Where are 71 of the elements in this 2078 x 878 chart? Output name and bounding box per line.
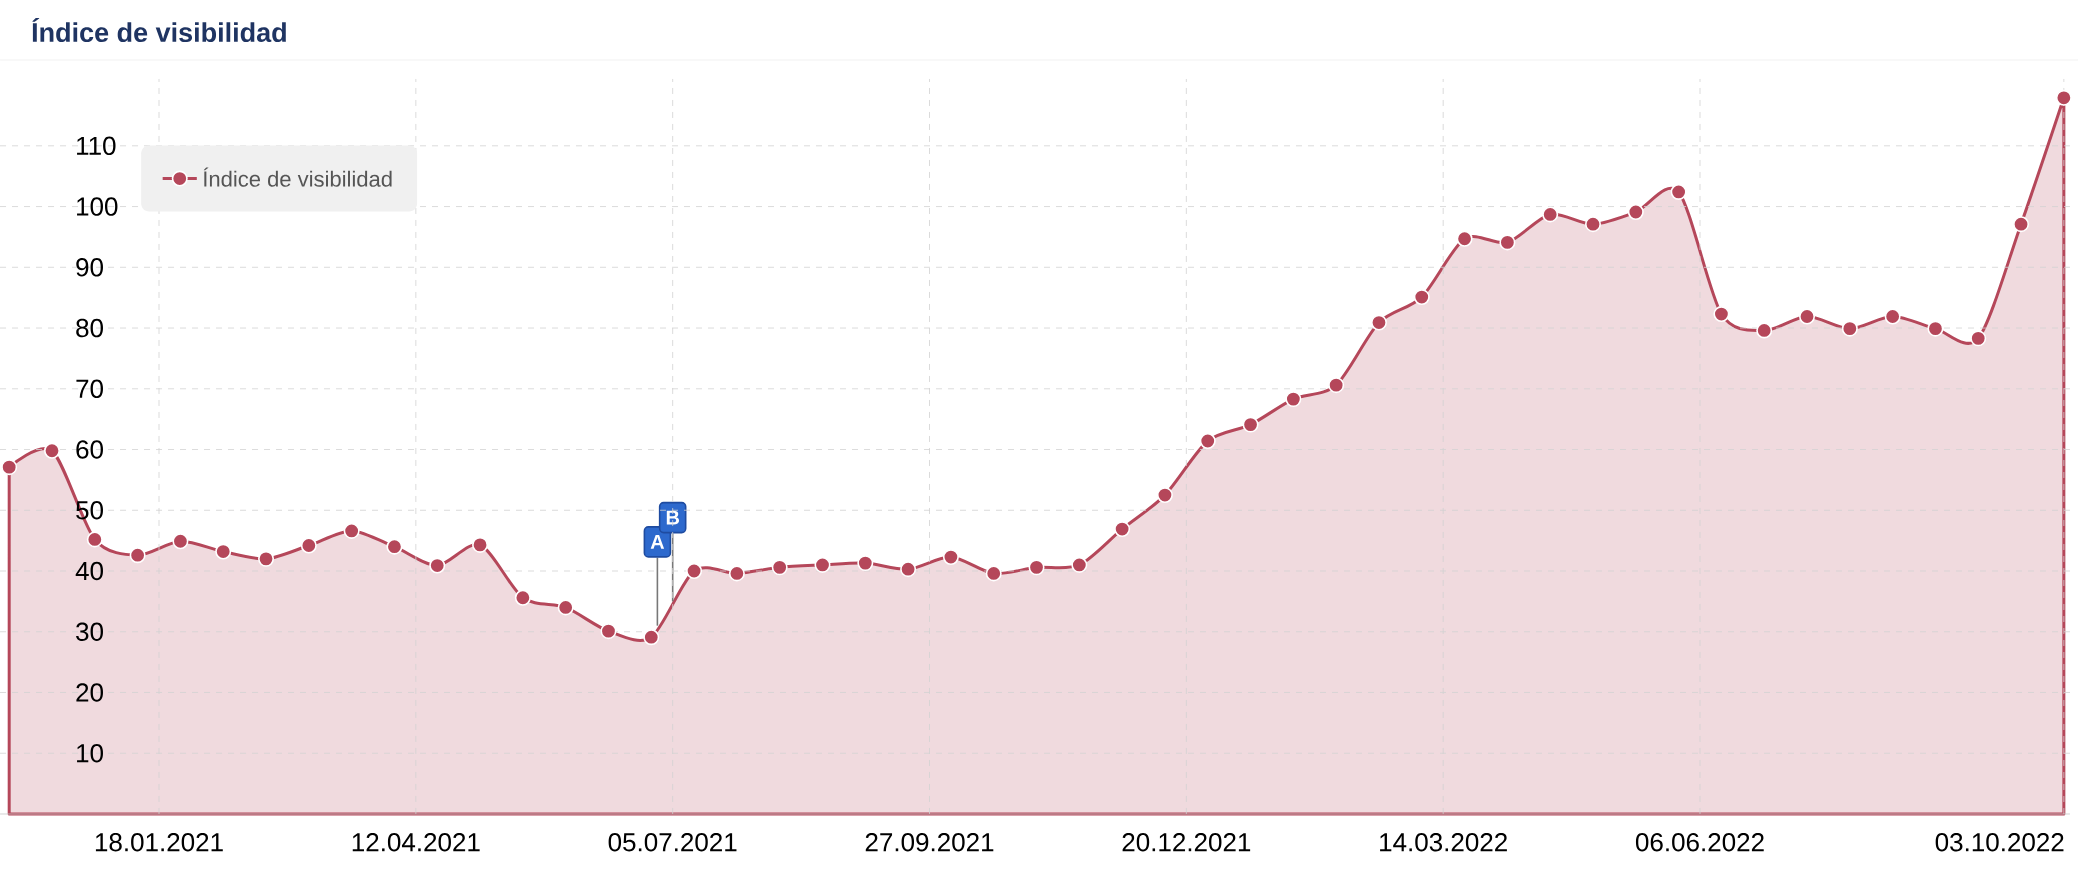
point [985,565,1002,582]
point [1242,416,1259,433]
point [429,557,446,574]
point [172,533,189,550]
y-tick-label: 90 [76,258,103,277]
legend-label: Índice de visibilidad [203,167,392,187]
point [86,531,103,548]
point [1585,216,1601,233]
point [686,563,703,580]
y-tick-label: 30 [76,622,103,641]
point [258,550,275,567]
x-tick-label: 14.03.2022 [1380,833,1507,852]
x-tick-label: 27.09.2021 [865,833,994,852]
annotation: B [666,510,680,525]
point [386,538,403,555]
point [2055,89,2072,106]
point [43,442,60,459]
x-tick-label: 20.12.2021 [1122,833,1251,852]
point [1114,521,1131,538]
point [472,536,489,553]
point [1328,377,1345,394]
point [1,459,18,476]
point [771,559,788,576]
point [942,549,959,566]
point [1413,289,1430,306]
point [1799,308,1816,325]
y-tick-label: 40 [75,561,103,581]
point [1670,183,1687,200]
y-tick-label: 110 [77,136,116,156]
point [857,555,874,572]
point [1499,234,1516,251]
point [300,537,317,554]
annotation: A [650,534,665,549]
y-tick-label: 100 [77,197,118,216]
point [1156,487,1173,504]
point [129,547,146,564]
y-tick-label: 70 [76,379,103,398]
y-tick-label: 60 [76,440,103,459]
point [1028,559,1045,576]
y-tick-label: 80 [76,318,103,338]
point [2013,216,2030,233]
point [1841,320,1858,337]
point [1071,556,1088,573]
point [1927,320,1944,337]
point [814,556,831,573]
point [600,623,617,640]
x-tick-label: 18.01.2021 [95,833,223,852]
point [1756,322,1773,339]
x-tick-label: 06.06.2022 [1635,833,1764,852]
point [728,565,745,582]
chart-title: Índice de visibilidad [32,17,286,43]
point [215,543,232,560]
x-tick-label: 03.10.2022 [1935,833,2064,852]
point [1285,391,1302,408]
x-tick-label: 05.07.2021 [608,833,737,852]
point [1542,206,1559,223]
point [514,589,531,606]
y-tick-label: 20 [76,683,103,702]
point [900,561,917,578]
point [1713,306,1730,323]
point [1370,314,1387,331]
point [343,522,360,539]
point [1884,308,1901,325]
point [557,599,574,616]
y-tick-label: 10 [77,744,103,763]
point [643,629,660,646]
point [1199,433,1216,450]
point [1970,330,1987,347]
point [1627,204,1644,221]
x-tick-label: 12.04.2021 [352,833,480,852]
point [1456,230,1473,247]
